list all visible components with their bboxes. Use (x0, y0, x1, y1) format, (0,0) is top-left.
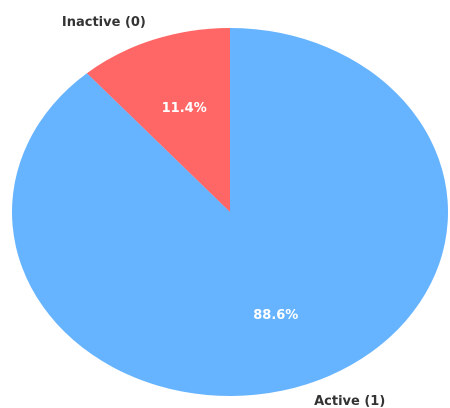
slice-percent-label: 11.4% (162, 101, 207, 116)
pie-slice-active (11, 28, 448, 396)
slice-percent-label: 88.6% (253, 308, 298, 323)
slice-category-label: Active (1) (314, 394, 385, 408)
pie-slice-inactive (86, 28, 230, 212)
slice-category-label: Inactive (0) (62, 15, 146, 30)
